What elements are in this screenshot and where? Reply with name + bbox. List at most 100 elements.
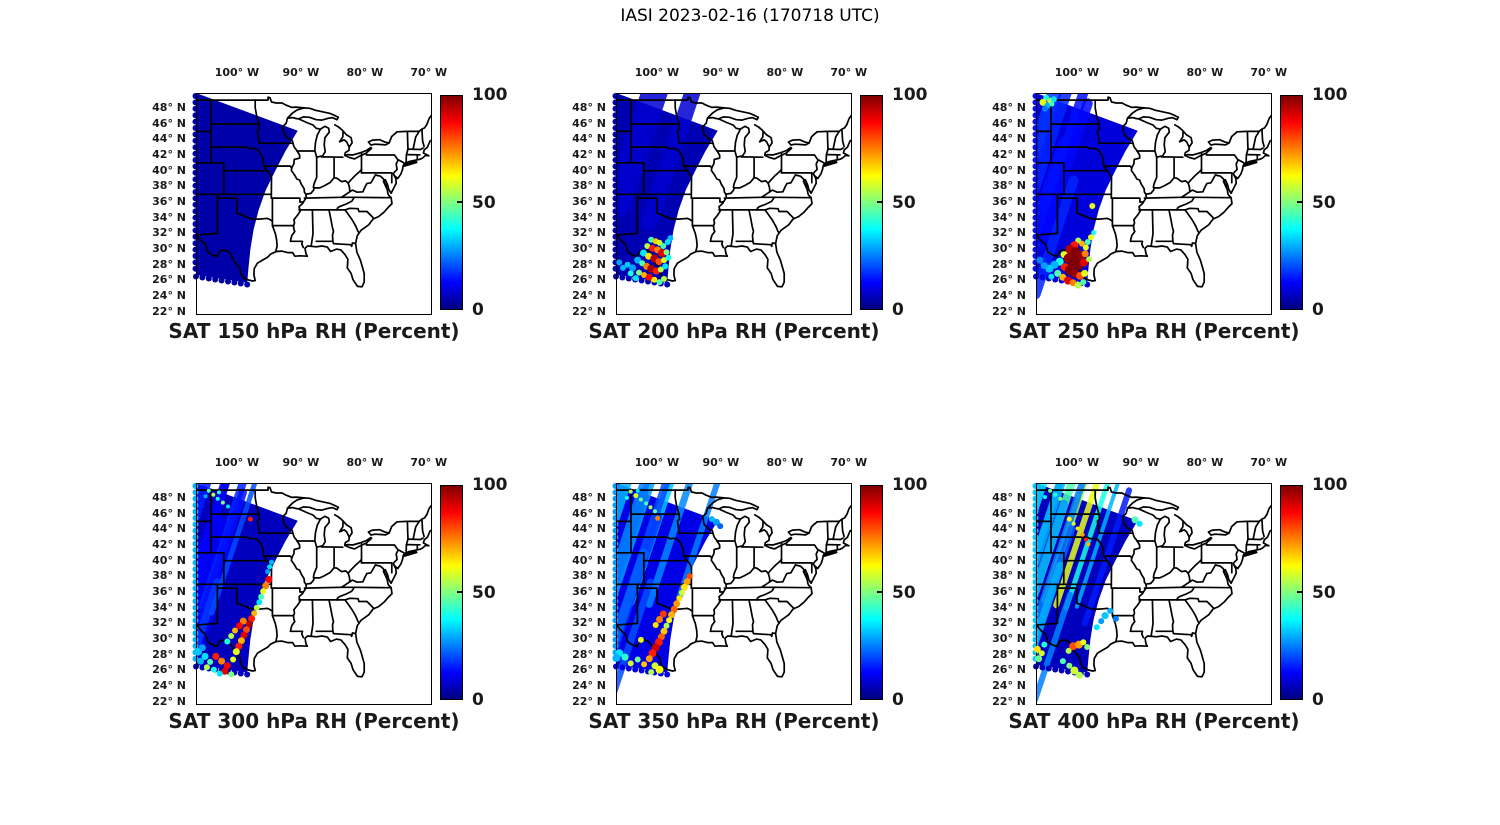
map-sat-150hpa [192,93,432,315]
map-sat-250hpa [1032,93,1272,315]
lat-tick-label: 26° N [152,663,186,677]
map-sat-400hpa [1032,483,1272,705]
colorbar [860,485,883,700]
lat-tick-label: 28° N [572,647,606,661]
colorbar-tick-label-0: 0 [892,300,904,320]
lat-tick-label: 46° N [992,116,1026,130]
lat-tick-label: 32° N [152,226,186,240]
lon-tick-label: 70° W [410,66,448,79]
lat-tick-label: 22° N [992,694,1026,708]
colorbar-tick-label-0: 0 [1312,690,1324,710]
lat-tick-label: 48° N [992,100,1026,114]
lat-tick-label: 30° N [572,242,606,256]
lon-tick-label: 70° W [1250,456,1288,469]
colorbar-tick-label-0: 0 [892,690,904,710]
lat-tick-label: 24° N [572,679,606,693]
lat-tick-label: 36° N [152,585,186,599]
colorbar-mid-tick [457,201,462,203]
rh-data-points-layer [616,235,674,286]
swath-layer [616,483,721,697]
lat-tick-label: 40° N [572,163,606,177]
colorbar-tick-label-100: 100 [472,85,508,105]
panel-sat-250hpa: 100° W 90° W 80° W 70° W 48° N 46° N 44° N 42° … [966,61,1366,357]
lon-tick-label: 80° W [346,66,384,79]
lat-tick-label: 22° N [152,304,186,318]
lon-tick-label: 100° W [1054,456,1100,469]
lat-tick-label: 42° N [572,147,606,161]
colorbar [440,485,463,700]
colorbar-tick-label-50: 50 [1312,582,1336,603]
lon-tick-label: 80° W [766,66,804,79]
lon-tick-label: 90° W [282,66,320,79]
swath-layer [1036,483,1138,703]
rh-data-points-layer [1036,94,1097,289]
map-sat-200hpa [612,93,852,315]
colorbar-tick-label-100: 100 [892,475,928,495]
lat-tick-label: 38° N [992,569,1026,583]
colorbar [1280,485,1303,700]
lat-tick-label: 44° N [992,132,1026,146]
panel-title: SAT 250 hPa RH (Percent) [1008,319,1300,343]
lat-tick-label: 32° N [572,226,606,240]
rh-data-points-layer [1033,488,1143,679]
lat-tick-label: 44° N [152,132,186,146]
colorbar-mid-tick [457,591,462,593]
lat-tick-label: 32° N [992,226,1026,240]
lon-tick-label: 70° W [830,66,868,79]
lat-tick-label: 42° N [572,537,606,551]
colorbar-tick-label-100: 100 [1312,85,1348,105]
lat-tick-label: 28° N [152,257,186,271]
panel-sat-350hpa: 100° W 90° W 80° W 70° W 48° N 46° N 44° N 42° … [546,451,946,747]
colorbar-tick-label-0: 0 [472,690,484,710]
lat-tick-label: 30° N [992,242,1026,256]
state-borders-layer [616,486,852,678]
figure-title: IASI 2023-02-16 (170718 UTC) [620,6,880,26]
lat-tick-label: 34° N [572,210,606,224]
colorbar-tick-label-50: 50 [472,582,496,603]
state-borders-layer [1036,96,1272,288]
lat-tick-label: 40° N [572,553,606,567]
lat-tick-label: 24° N [572,289,606,303]
lon-tick-label: 100° W [634,456,680,469]
colorbar-tick-label-100: 100 [892,85,928,105]
lat-tick-label: 34° N [992,600,1026,614]
lat-tick-label: 24° N [152,289,186,303]
lat-tick-label: 48° N [152,100,186,114]
lat-tick-label: 42° N [992,147,1026,161]
lat-tick-label: 34° N [152,600,186,614]
lon-tick-label: 100° W [214,456,260,469]
colorbar-tick-label-50: 50 [892,582,916,603]
lat-tick-label: 28° N [992,647,1026,661]
lat-tick-label: 46° N [572,116,606,130]
lon-tick-label: 90° W [702,66,740,79]
lat-tick-label: 36° N [152,195,186,209]
swath-layer [196,93,298,283]
colorbar-tick-label-50: 50 [1312,192,1336,213]
lat-tick-label: 36° N [992,585,1026,599]
lat-tick-label: 26° N [572,663,606,677]
lat-tick-label: 30° N [152,242,186,256]
lon-tick-label: 80° W [1186,66,1224,79]
panel-title: SAT 200 hPa RH (Percent) [588,319,880,343]
colorbar-tick-label-0: 0 [472,300,484,320]
panel-sat-300hpa: 100° W 90° W 80° W 70° W 48° N 46° N 44° N 42° … [126,451,526,747]
lat-tick-label: 46° N [152,116,186,130]
lat-tick-label: 36° N [572,195,606,209]
lat-tick-label: 38° N [992,179,1026,193]
lon-tick-label: 100° W [634,66,680,79]
rh-data-points-layer [612,488,724,676]
colorbar [1280,95,1303,310]
lat-tick-label: 38° N [572,179,606,193]
lat-tick-label: 48° N [572,100,606,114]
lat-tick-label: 22° N [992,304,1026,318]
state-borders-layer [196,96,432,288]
lat-tick-label: 38° N [572,569,606,583]
lat-tick-label: 36° N [572,585,606,599]
colorbar-tick-label-50: 50 [892,192,916,213]
colorbar-mid-tick [1297,591,1302,593]
lat-tick-label: 46° N [992,506,1026,520]
lon-tick-label: 70° W [830,456,868,469]
lat-tick-label: 26° N [572,273,606,287]
lat-tick-label: 24° N [992,289,1026,303]
lat-tick-label: 28° N [152,647,186,661]
